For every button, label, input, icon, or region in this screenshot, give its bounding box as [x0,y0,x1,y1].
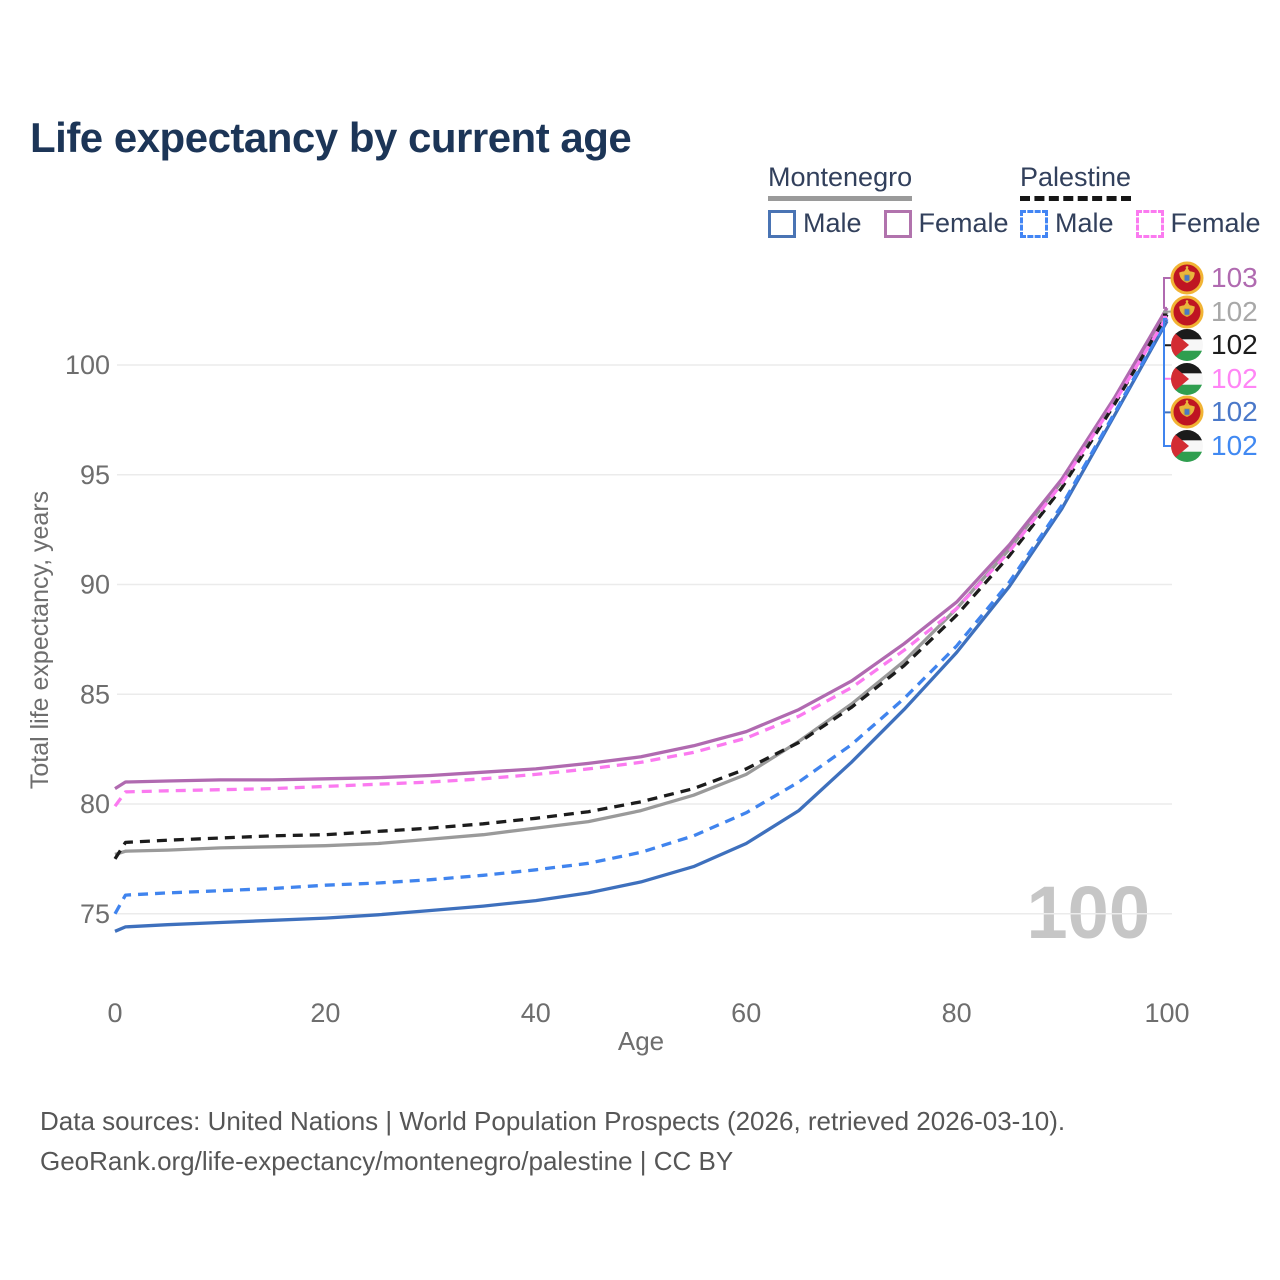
end-label-palestine-male: 102 [1170,429,1258,463]
y-tick-label: 80 [80,789,110,819]
series-line-palestine-female[interactable] [113,315,1169,808]
palestine-flag-icon [1171,430,1203,462]
series-line-montenegro-female[interactable] [114,307,1169,790]
series-line-montenegro-male[interactable] [114,320,1169,933]
montenegro-female-swatch-icon [883,209,912,238]
end-label-value: 102 [1211,362,1258,394]
end-label-value: 102 [1211,396,1258,428]
series-line-palestine[interactable] [113,313,1169,860]
legend-item-label: Male [1055,208,1114,238]
legend-item-label: Female [1170,208,1261,238]
x-tick-label: 40 [521,998,551,1028]
montenegro-male-swatch-icon [768,209,796,238]
end-label-value: 103 [1211,262,1258,293]
age-watermark: 100 [1027,871,1150,954]
legend-country-palestine[interactable]: Palestine [1020,162,1132,201]
page-title: Life expectancy by current age [30,114,632,162]
end-label-montenegro: 102 [1170,295,1258,329]
montenegro-flag-icon [1170,395,1204,429]
end-label-value: 102 [1211,329,1258,361]
end-label-palestine-female: 102 [1170,362,1258,396]
y-tick-label: 85 [80,679,110,709]
end-label-leader-line [1163,317,1171,447]
legend-item-palestine-male[interactable]: Male [1020,208,1114,239]
y-tick-label: 100 [65,350,110,380]
y-axis-title: Total life expectancy, years [26,491,54,789]
y-tick-label: 90 [80,570,110,600]
series-line-montenegro[interactable] [114,311,1169,857]
legend-item-label: Male [803,208,862,238]
series-line-palestine-male[interactable] [113,318,1169,915]
x-tick-label: 80 [942,998,972,1028]
legend-item-montenegro-male[interactable]: Male [768,208,862,239]
x-axis-title: Age [618,1026,664,1056]
palestine-male-swatch-icon [1020,209,1048,238]
end-label-value: 102 [1211,430,1258,461]
x-tick-label: 100 [1144,998,1189,1028]
legend-group-palestine: Palestine Male Female [1020,162,1261,239]
source-url-text: GeoRank.org/life-expectancy/montenegro/p… [40,1146,734,1176]
end-label-leader-line [1163,310,1171,314]
y-tick-label: 75 [80,899,110,929]
end-label-montenegro-female: 103 [1170,261,1258,295]
legend-group-montenegro: Montenegro Male Female [768,162,1009,239]
y-tick-label: 95 [80,460,110,490]
montenegro-flag-icon [1170,295,1204,329]
x-tick-label: 0 [107,998,122,1028]
palestine-flag-icon [1171,362,1203,395]
palestine-flag-icon [1171,329,1203,362]
legend-item-palestine-female[interactable]: Female [1135,208,1261,239]
x-tick-label: 20 [310,998,340,1028]
end-label-montenegro-male: 102 [1170,395,1258,429]
legend-country-montenegro[interactable]: Montenegro [768,162,913,201]
data-sources-text: Data sources: United Nations | World Pop… [40,1106,1066,1136]
x-tick-label: 60 [731,998,761,1028]
palestine-female-swatch-icon [1135,209,1164,238]
montenegro-flag-icon [1170,261,1204,295]
legend-item-label: Female [918,208,1009,238]
end-label-leader-line [1163,277,1171,309]
legend-item-montenegro-female[interactable]: Female [883,208,1009,239]
end-label-palestine: 102 [1170,328,1258,362]
end-label-value: 102 [1211,295,1258,327]
